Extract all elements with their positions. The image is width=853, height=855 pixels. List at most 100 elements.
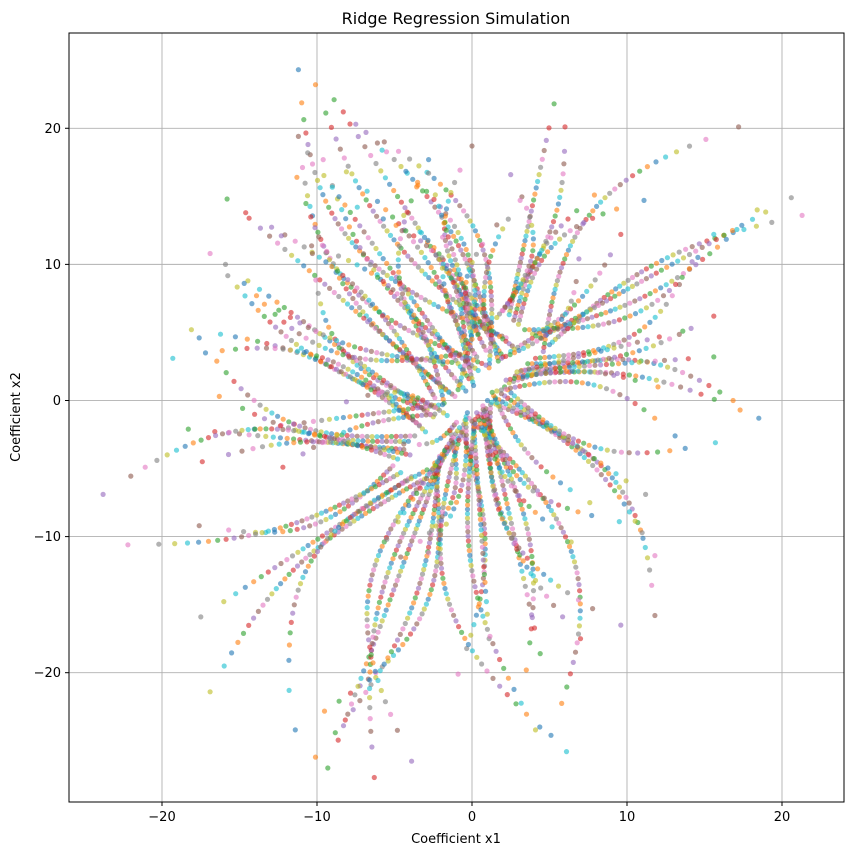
data-point [223, 536, 229, 542]
data-point [367, 203, 373, 209]
data-point [603, 310, 609, 316]
data-point [463, 416, 469, 423]
data-point [345, 711, 351, 717]
data-point [449, 246, 455, 252]
data-point [473, 612, 479, 618]
data-point [644, 164, 651, 170]
data-point [367, 669, 373, 675]
data-point [453, 475, 459, 481]
data-point [306, 268, 312, 274]
data-point [329, 210, 335, 216]
data-point [425, 260, 431, 266]
data-point [364, 605, 370, 611]
data-point [253, 293, 260, 299]
data-point [546, 354, 553, 360]
data-point [372, 562, 378, 568]
data-point [544, 593, 550, 599]
data-point [621, 501, 627, 507]
data-point [575, 509, 581, 515]
data-point [377, 375, 383, 381]
data-point [275, 240, 281, 246]
data-point [480, 550, 486, 557]
data-point [462, 635, 468, 642]
data-point [424, 399, 430, 406]
data-point [225, 273, 231, 279]
data-point [207, 250, 213, 257]
data-point [376, 410, 382, 416]
data-point [255, 433, 261, 439]
data-point [534, 266, 540, 272]
data-point [427, 536, 433, 542]
data-point [442, 287, 448, 293]
data-point [370, 634, 376, 640]
data-point [312, 169, 318, 176]
series-path [253, 293, 455, 365]
data-point [616, 317, 623, 323]
data-point [397, 631, 403, 638]
data-point [621, 337, 627, 343]
data-point [458, 375, 464, 381]
data-point [571, 320, 577, 326]
data-point [320, 310, 326, 316]
data-point [255, 338, 261, 344]
data-point [481, 318, 487, 324]
data-point [423, 557, 429, 564]
data-point [384, 389, 390, 395]
data-point [539, 257, 545, 263]
data-point [634, 339, 641, 345]
data-point [369, 240, 375, 246]
data-point [626, 500, 632, 506]
data-point [205, 538, 212, 544]
data-point [548, 732, 554, 738]
data-point [469, 648, 475, 654]
data-point [493, 648, 499, 654]
data-point [475, 595, 481, 601]
data-point [403, 451, 409, 457]
data-point [342, 717, 348, 723]
data-point [607, 190, 613, 196]
data-point [442, 496, 448, 502]
data-point [269, 426, 275, 432]
data-point [439, 392, 445, 398]
data-point [205, 435, 212, 441]
data-point [586, 212, 592, 218]
data-point [529, 408, 535, 414]
data-point [297, 581, 304, 587]
data-point [507, 515, 513, 521]
data-point [568, 539, 574, 545]
data-point [529, 203, 536, 209]
data-point [323, 508, 329, 514]
data-point [769, 219, 775, 225]
data-point [487, 279, 493, 286]
data-point [465, 252, 471, 258]
data-point [629, 360, 635, 366]
data-point [438, 527, 444, 533]
data-point [379, 331, 386, 338]
data-point [561, 232, 568, 238]
data-point [365, 392, 371, 398]
data-point [303, 130, 309, 136]
data-point [368, 322, 375, 328]
data-point [424, 188, 430, 194]
data-point [521, 301, 527, 307]
data-point [322, 281, 328, 287]
data-point [445, 596, 451, 602]
data-point [399, 534, 405, 540]
data-point [514, 473, 520, 479]
data-point [490, 483, 496, 489]
data-point [278, 560, 284, 567]
data-point [629, 274, 636, 281]
data-point [394, 291, 400, 297]
data-point [477, 336, 483, 342]
data-point [382, 451, 388, 458]
data-point [299, 164, 306, 171]
data-point [345, 257, 352, 264]
data-point [412, 433, 418, 439]
data-point [589, 512, 595, 519]
data-point [425, 596, 431, 602]
data-point [432, 192, 438, 198]
data-point [398, 163, 404, 170]
data-point [616, 339, 622, 345]
data-point [221, 663, 227, 669]
data-point [340, 297, 346, 303]
